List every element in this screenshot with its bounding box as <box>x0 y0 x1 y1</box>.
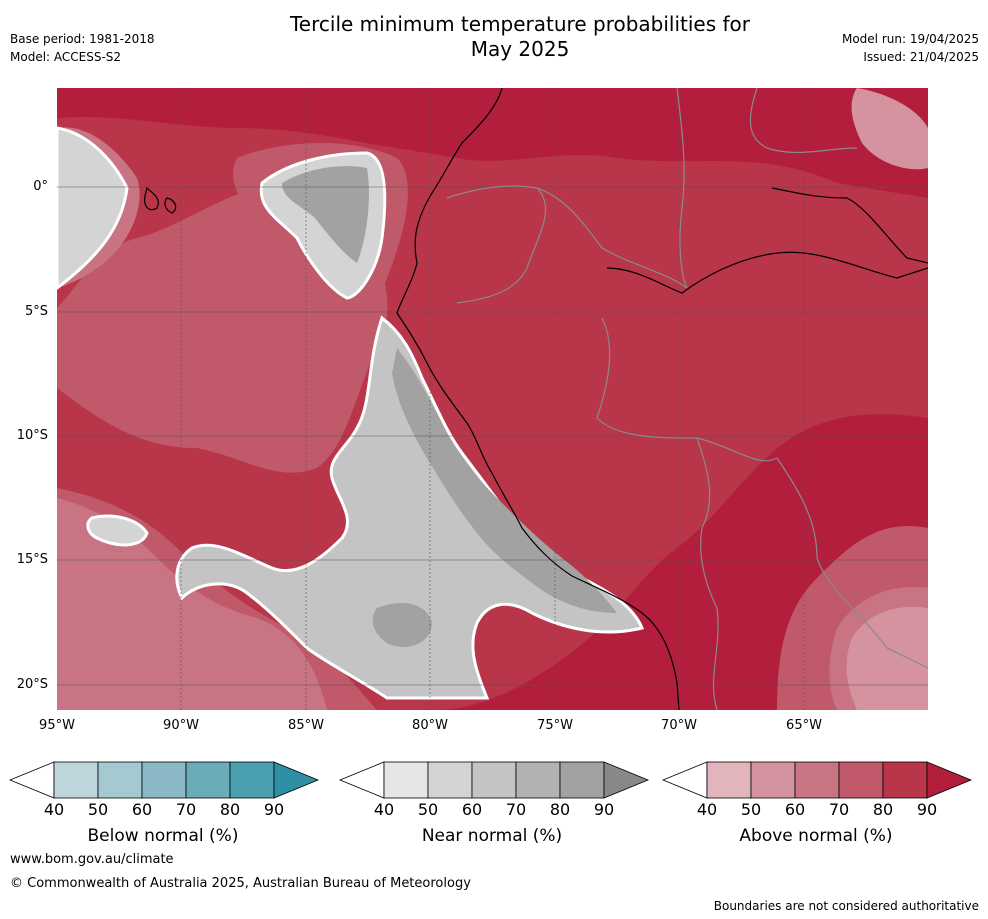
colorbar-extend-low <box>8 761 55 799</box>
colorbars <box>8 761 973 799</box>
colorbar-extend-low <box>661 761 708 799</box>
colorbar-segment <box>427 761 473 799</box>
near-normal-north-core <box>282 166 369 263</box>
colorbar-segment <box>706 761 752 799</box>
lat-label-10s: 10°S <box>16 428 48 443</box>
colorbar-segment <box>229 761 275 799</box>
colorbar-extend-high <box>273 761 320 799</box>
colorbar-segment <box>53 761 99 799</box>
colorbar-segment <box>882 761 928 799</box>
near-normal-label: Near normal (%) <box>421 826 563 846</box>
colorbar-extend-low <box>338 761 385 799</box>
lon-label-80w: 80°W <box>412 718 448 733</box>
colorbar-near-normal <box>338 761 650 799</box>
colorbar-extend-high <box>926 761 973 799</box>
colorbar-above-normal <box>661 761 973 799</box>
colorbar-tick-label: 50 <box>417 800 439 819</box>
colorbar-tick-label: 50 <box>740 800 762 819</box>
colorbar-tick-label: 70 <box>175 800 197 819</box>
model-name: Model: ACCESS-S2 <box>10 50 122 64</box>
map-svg <box>57 88 928 710</box>
lon-label-65w: 65°W <box>786 718 822 733</box>
colorbar-segment <box>97 761 143 799</box>
title-line-2: May 2025 <box>470 37 570 61</box>
colorbar-tick-label: 70 <box>505 800 527 819</box>
colorbar-tick-label: 80 <box>219 800 241 819</box>
colorbar-below-normal <box>8 761 320 799</box>
colorbar-tick-label: 50 <box>87 800 109 819</box>
lon-label-75w: 75°W <box>537 718 573 733</box>
lon-label-70w: 70°W <box>661 718 697 733</box>
lon-label-90w: 90°W <box>163 718 199 733</box>
colorbar-extend-high <box>603 761 650 799</box>
website-link[interactable]: www.bom.gov.au/climate <box>10 852 174 867</box>
near-normal-west-blob <box>57 126 129 290</box>
meta-left: Base period: 1981-2018 Model: ACCESS-S2 <box>10 30 155 66</box>
coastline <box>144 88 928 710</box>
colorbar-segment <box>750 761 796 799</box>
colorbar-segment <box>794 761 840 799</box>
colorbar-tick-label: 40 <box>43 800 65 819</box>
colorbar-tick-label: 90 <box>263 800 285 819</box>
colorbar-tick-label: 60 <box>784 800 806 819</box>
colorbar-segment <box>559 761 605 799</box>
colorbar-tick-label: 70 <box>828 800 850 819</box>
lat-label-15s: 15°S <box>16 552 48 567</box>
colorbar-segment <box>515 761 561 799</box>
chart-title: Tercile minimum temperature probabilitie… <box>0 12 988 62</box>
disclaimer-text: Boundaries are not considered authoritat… <box>713 899 979 913</box>
country-boundaries <box>446 88 928 710</box>
colorbar-tick-label: 40 <box>373 800 395 819</box>
above-normal-50-north <box>851 88 928 170</box>
lat-label-0: 0° <box>33 179 48 194</box>
issued-date: Issued: 21/04/2025 <box>863 50 979 64</box>
title-line-1: Tercile minimum temperature probabilitie… <box>289 12 751 36</box>
colorbar-tick-label: 60 <box>461 800 483 819</box>
above-normal-60-region <box>57 498 327 710</box>
model-run: Model run: 19/04/2025 <box>841 32 979 46</box>
lon-label-95w: 95°W <box>39 718 75 733</box>
below-normal-label: Below normal (%) <box>87 826 239 846</box>
colorbar-segment <box>383 761 429 799</box>
near-normal-south-core <box>372 603 432 647</box>
colorbar-segment <box>471 761 517 799</box>
lat-label-20s: 20°S <box>16 677 48 692</box>
probability-map <box>57 88 928 710</box>
colorbar-tick-label: 90 <box>916 800 938 819</box>
meta-right: Model run: 19/04/2025 Issued: 21/04/2025 <box>842 30 979 66</box>
colorbar-tick-label: 90 <box>593 800 615 819</box>
base-period: Base period: 1981-2018 <box>10 32 155 46</box>
colorbar-tick-label: 60 <box>131 800 153 819</box>
colorbar-segment <box>141 761 187 799</box>
colorbar-segment <box>838 761 884 799</box>
colorbar-tick-label: 80 <box>549 800 571 819</box>
colorbar-segment <box>185 761 231 799</box>
above-normal-50-east <box>846 606 928 710</box>
near-normal-sw-island <box>86 514 149 547</box>
colorbar-tick-label: 80 <box>872 800 894 819</box>
colorbar-tick-label: 40 <box>696 800 718 819</box>
lon-label-85w: 85°W <box>288 718 324 733</box>
copyright-text: © Commonwealth of Australia 2025, Austra… <box>10 876 471 891</box>
above-normal-label: Above normal (%) <box>739 826 893 846</box>
lat-label-5s: 5°S <box>24 304 48 319</box>
